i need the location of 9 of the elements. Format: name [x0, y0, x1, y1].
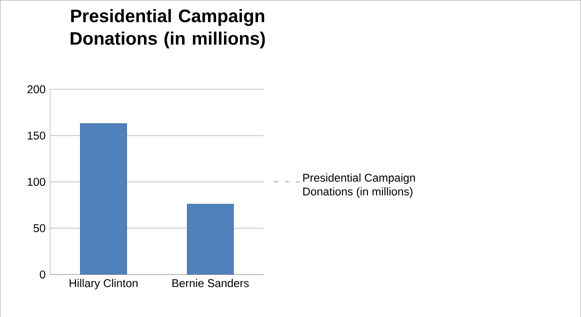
y-tick-label: 0	[40, 270, 46, 278]
y-tick-label: 200	[27, 85, 46, 94]
text: Presidential Campaign Donations (in millions)	[303, 173, 415, 198]
chart-title: Presidential Campaign Donations (in millions)	[70, 8, 265, 48]
x-tick-label: Hillary Clinton	[70, 278, 138, 290]
x-tick-label: Bernie Sanders	[172, 278, 249, 287]
y-tick-label: 50	[34, 224, 46, 232]
y-tick-label: 150	[28, 131, 46, 140]
y-tick-label: 100	[28, 178, 46, 186]
